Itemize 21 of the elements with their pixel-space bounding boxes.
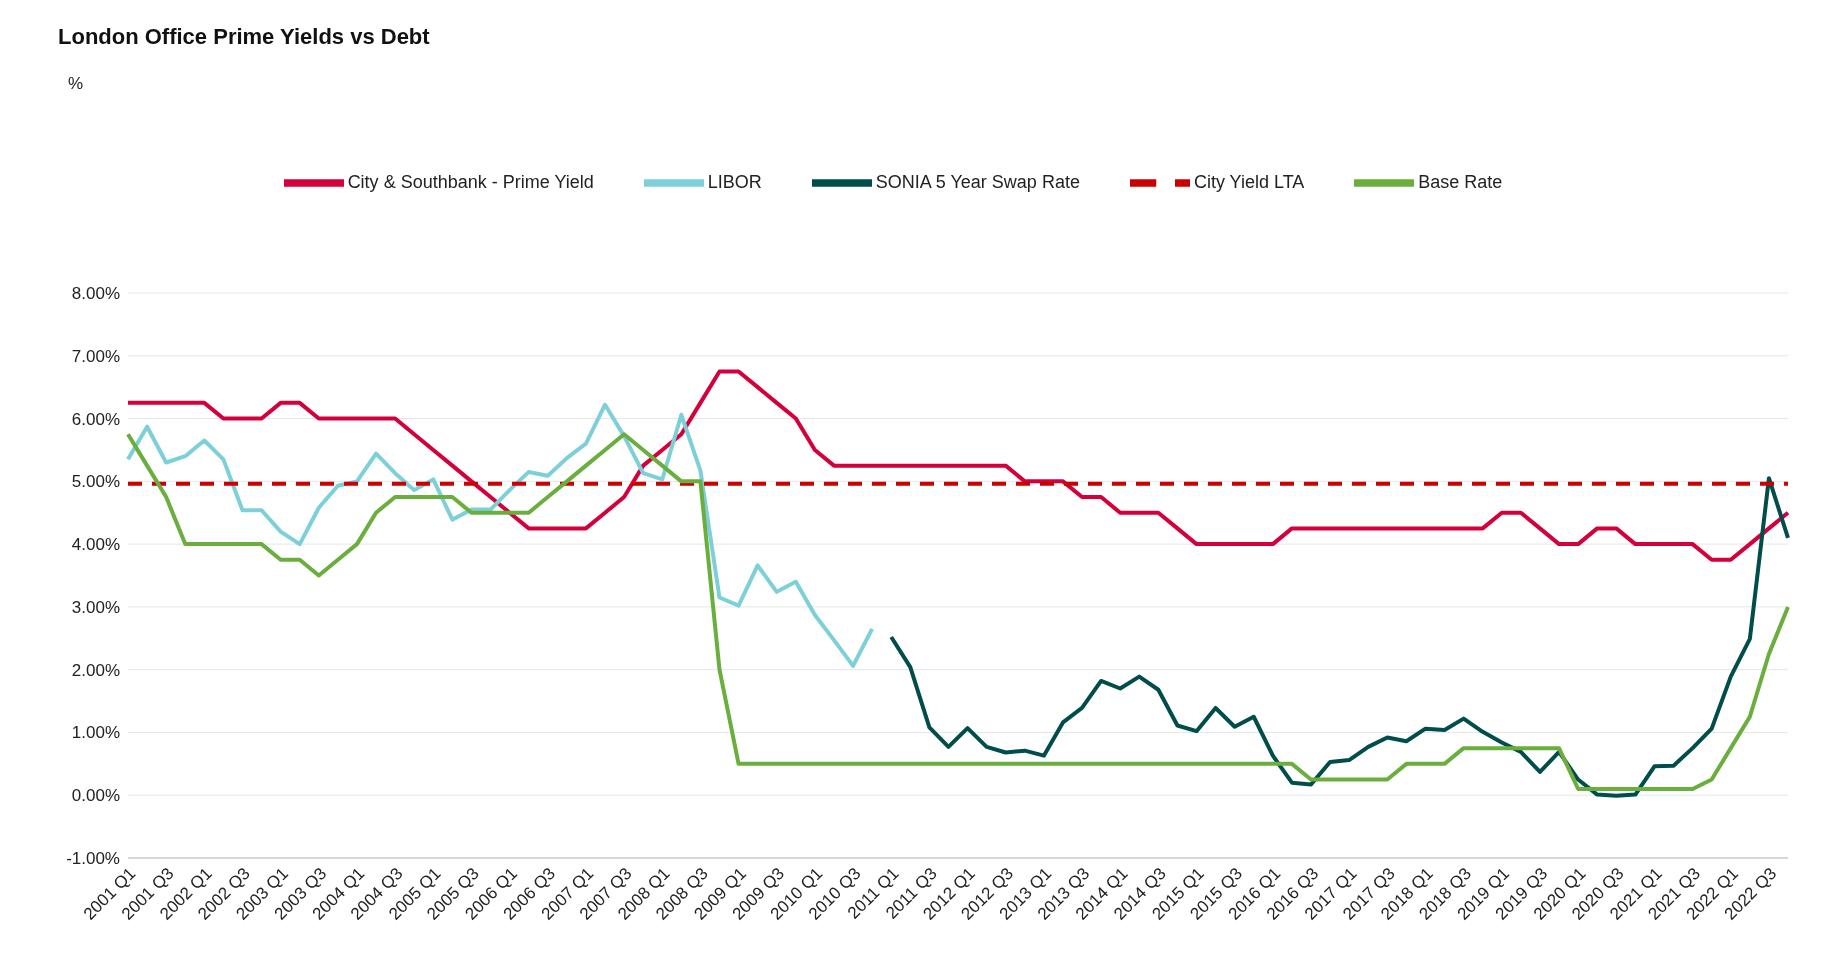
y-tick-label: 4.00%	[71, 535, 120, 555]
line-series	[889, 476, 1790, 798]
y-tick-label: 1.00%	[71, 723, 120, 743]
y-tick-label: 3.00%	[71, 597, 120, 617]
text: %	[68, 74, 84, 94]
legend-label: Base Rate	[1418, 171, 1503, 192]
legend-label: SONIA 5 Year Swap Rate	[875, 171, 1080, 192]
y-tick-label: 8.00%	[71, 284, 120, 304]
legend-label: City Yield LTA	[1193, 171, 1305, 192]
chart-title: London Office Prime Yields vs Debt	[58, 24, 430, 50]
y-tick-label: 2.00%	[71, 660, 120, 680]
legend-label: LIBOR	[707, 171, 762, 192]
legend-label: City & Southbank - Prime Yield	[347, 171, 594, 192]
y-tick-label: 6.00%	[71, 409, 120, 429]
y-tick-label: 5.00%	[71, 472, 120, 492]
y-tick-label: 0.00%	[71, 786, 120, 806]
y-tick-label: -1.00%	[66, 849, 120, 869]
y-tick-label: 7.00%	[71, 346, 120, 366]
line-series	[126, 369, 1790, 562]
line-series	[126, 402, 875, 668]
line-series	[126, 432, 1790, 791]
